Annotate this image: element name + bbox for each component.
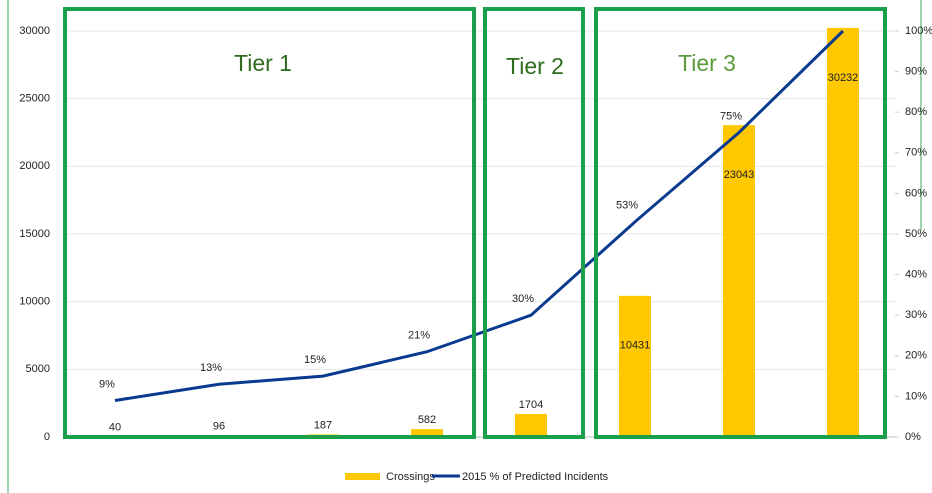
y-tick-label: 0 bbox=[44, 431, 50, 443]
bar bbox=[515, 413, 547, 437]
legend-label: Crossings bbox=[386, 471, 435, 483]
line-label: 15% bbox=[304, 354, 326, 366]
bar bbox=[723, 125, 755, 437]
y-tick-label: 15000 bbox=[19, 228, 50, 240]
bar-label: 582 bbox=[418, 414, 436, 426]
line-label: 30% bbox=[512, 293, 534, 305]
bar-label: 23043 bbox=[724, 169, 755, 181]
y-tick-label: 5000 bbox=[26, 363, 50, 375]
y-tick-label: 30000 bbox=[19, 25, 50, 37]
bar-label: 10431 bbox=[620, 340, 651, 352]
bar-label: 96 bbox=[213, 421, 225, 433]
y-tick-label: 25000 bbox=[19, 93, 50, 105]
y-tick-label: 10000 bbox=[19, 296, 50, 308]
line-label: 21% bbox=[408, 330, 430, 342]
y2-tick-label: 70% bbox=[905, 147, 927, 159]
y2-tick-label: 40% bbox=[905, 269, 927, 281]
bar bbox=[619, 295, 651, 437]
tier-label: Tier 3 bbox=[678, 50, 736, 76]
y2-tick-label: 80% bbox=[905, 106, 927, 118]
y2-tick-label: 90% bbox=[905, 66, 927, 78]
tier-label: Tier 1 bbox=[234, 50, 292, 76]
y2-tick-label: 10% bbox=[905, 390, 927, 402]
legend-label: 2015 % of Predicted Incidents bbox=[462, 471, 609, 483]
y2-tick-label: 30% bbox=[905, 309, 927, 321]
bar bbox=[827, 27, 859, 438]
y2-tick-label: 100% bbox=[905, 25, 932, 37]
bar-label: 187 bbox=[314, 419, 332, 431]
bar-label: 1704 bbox=[519, 399, 543, 411]
y-tick-label: 20000 bbox=[19, 160, 50, 172]
bar-label: 30232 bbox=[828, 72, 859, 84]
tier-box bbox=[483, 7, 585, 439]
legend-swatch bbox=[345, 473, 380, 480]
bar bbox=[411, 429, 443, 437]
line-label: 13% bbox=[200, 362, 222, 374]
line bbox=[114, 29, 845, 402]
line-label: 9% bbox=[99, 378, 115, 390]
line-label: 53% bbox=[616, 200, 638, 212]
y2-tick-label: 20% bbox=[905, 350, 927, 362]
line-label: 75% bbox=[720, 110, 742, 122]
bar-label: 40 bbox=[109, 421, 121, 433]
tier-label: Tier 2 bbox=[506, 53, 564, 79]
y2-tick-label: 0% bbox=[905, 431, 921, 443]
y2-tick-label: 60% bbox=[905, 187, 927, 199]
tier-box bbox=[594, 7, 887, 439]
tier-box bbox=[63, 7, 476, 439]
y2-tick-label: 50% bbox=[905, 228, 927, 240]
